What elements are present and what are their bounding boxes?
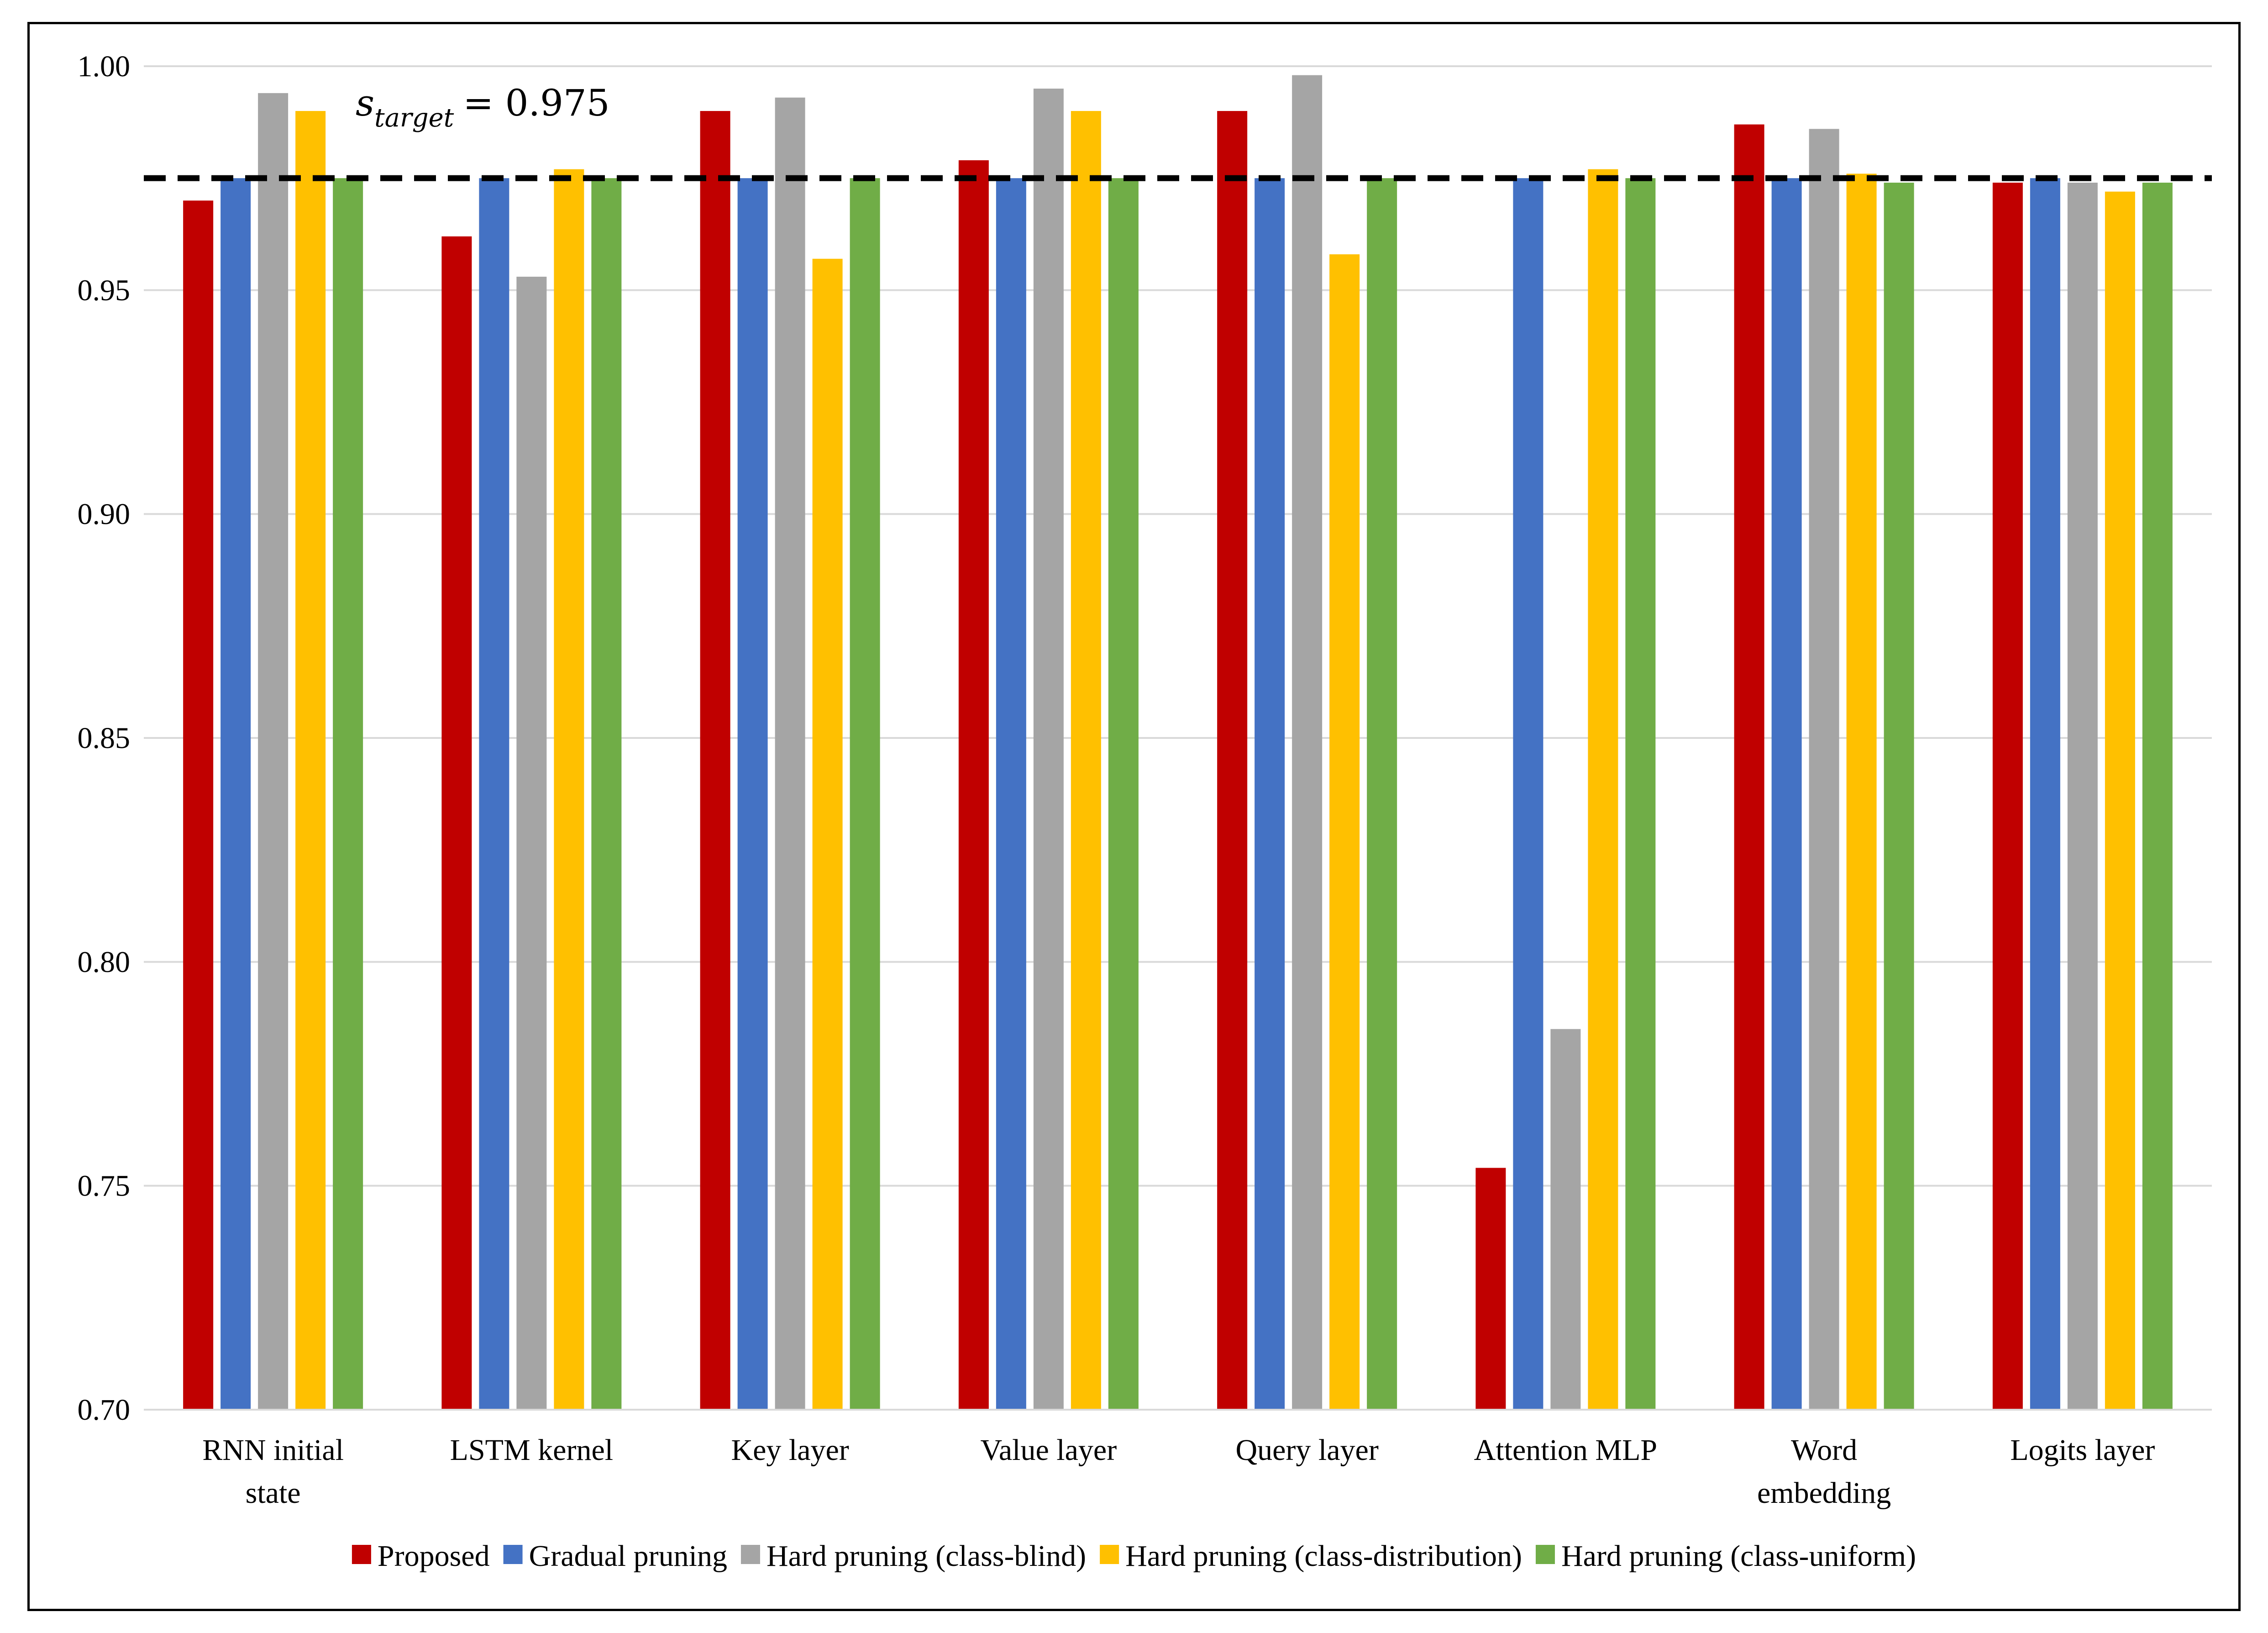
bars: [183, 75, 2173, 1410]
category-label: Key layer: [731, 1433, 849, 1467]
bar-4-2: [554, 169, 584, 1410]
legend-label: Gradual pruning: [529, 1539, 727, 1573]
bar-5-4: [1108, 178, 1139, 1410]
bar-2-4: [996, 178, 1026, 1410]
legend-swatch: [503, 1545, 523, 1564]
bar-3-1: [258, 93, 289, 1410]
category-label: LSTM kernel: [450, 1433, 613, 1467]
bar-1-6: [1475, 1168, 1506, 1410]
category-label: RNN initial state: [202, 1433, 344, 1510]
legend-swatch: [1100, 1545, 1119, 1564]
legend-label: Hard pruning (class-uniform): [1561, 1539, 1916, 1573]
bar-5-7: [1884, 182, 1914, 1410]
bar-3-2: [516, 276, 547, 1410]
bar-1-5: [1217, 111, 1248, 1410]
bar-3-8: [2067, 182, 2098, 1410]
y-tick-label: 0.95: [78, 274, 131, 307]
bar-1-4: [958, 160, 989, 1410]
bar-chart: 0.70 0.75 0.80 0.85 0.90 0.95 1.00 RNN initial s…: [78, 50, 2212, 1573]
bar-3-4: [1033, 89, 1064, 1410]
bar-2-1: [220, 178, 251, 1410]
bar-1-3: [700, 111, 730, 1410]
y-axis-tick-labels: 0.70 0.75 0.80 0.85 0.90 0.95 1.00: [78, 50, 131, 1427]
category-label: Query layer: [1235, 1433, 1378, 1467]
bar-2-2: [479, 178, 509, 1410]
bar-3-7: [1809, 129, 1839, 1410]
bar-1-1: [183, 200, 214, 1410]
bar-4-7: [1846, 174, 1877, 1410]
legend-swatch: [352, 1545, 371, 1564]
bar-4-1: [295, 111, 326, 1410]
legend: Proposed Gradual pruning Hard pruning (cla…: [352, 1539, 1916, 1573]
legend-item: Hard pruning (class-distribution): [1100, 1539, 1522, 1573]
category-label: Logits layer: [2010, 1433, 2155, 1467]
category-label: Attention MLP: [1474, 1433, 1658, 1467]
bar-1-7: [1734, 124, 1764, 1410]
legend-label: Hard pruning (class-distribution): [1125, 1539, 1522, 1573]
target-reference-label: starget = 0.975: [356, 82, 610, 133]
bar-5-1: [333, 178, 363, 1410]
category-label: Word embedding: [1757, 1433, 1891, 1510]
legend-item: Hard pruning (class-uniform): [1535, 1539, 1916, 1573]
y-tick-label: 1.00: [78, 50, 131, 83]
y-tick-label: 0.85: [78, 722, 131, 755]
bar-4-5: [1329, 254, 1360, 1410]
bar-4-8: [2105, 191, 2135, 1410]
legend-label: Proposed: [378, 1539, 490, 1573]
bar-5-2: [591, 178, 622, 1410]
bar-5-6: [1625, 178, 1656, 1410]
legend-item: Proposed: [352, 1539, 490, 1573]
bar-2-6: [1513, 178, 1544, 1410]
bar-1-2: [441, 236, 472, 1410]
bar-4-6: [1588, 169, 1618, 1410]
bar-2-8: [2030, 178, 2060, 1410]
bar-4-4: [1071, 111, 1101, 1410]
bar-3-6: [1550, 1029, 1581, 1410]
legend-label: Hard pruning (class-blind): [766, 1539, 1086, 1573]
y-tick-label: 0.80: [78, 945, 131, 979]
legend-swatch: [1535, 1545, 1555, 1564]
chart-frame: 0.70 0.75 0.80 0.85 0.90 0.95 1.00 RNN initial s…: [27, 22, 2241, 1611]
y-tick-label: 0.70: [78, 1393, 131, 1427]
category-label: Value layer: [981, 1433, 1117, 1467]
y-tick-label: 0.75: [78, 1169, 131, 1203]
legend-item: Hard pruning (class-blind): [740, 1539, 1086, 1573]
legend-swatch: [740, 1545, 760, 1564]
bar-3-5: [1292, 75, 1323, 1410]
legend-item: Gradual pruning: [503, 1539, 727, 1573]
bar-4-3: [812, 258, 843, 1410]
bar-5-8: [2142, 182, 2173, 1410]
x-axis-category-labels: RNN initial state LSTM kernel Key layer Valu…: [202, 1433, 2155, 1510]
y-tick-label: 0.90: [78, 498, 131, 531]
bar-2-7: [1771, 178, 1802, 1410]
bar-2-5: [1255, 178, 1285, 1410]
bar-2-3: [737, 178, 768, 1410]
bar-1-8: [1992, 182, 2023, 1410]
bar-5-5: [1367, 178, 1397, 1410]
bar-5-3: [850, 178, 880, 1410]
bar-3-3: [775, 97, 805, 1410]
